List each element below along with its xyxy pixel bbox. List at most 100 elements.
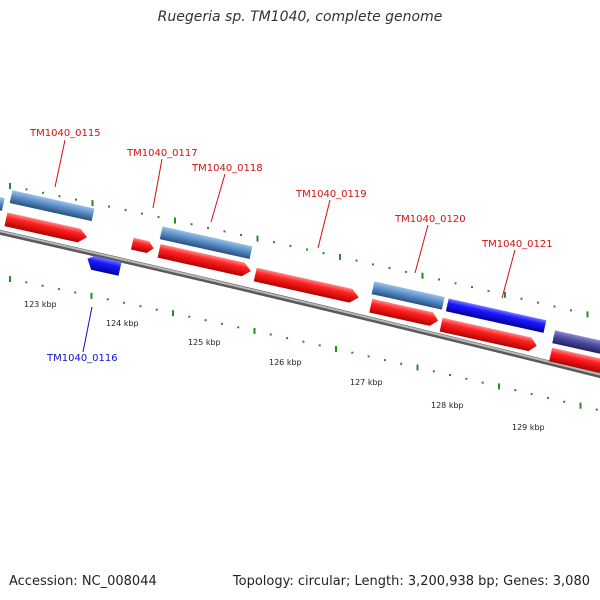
gene-label-0120[interactable]: TM1040_0120 bbox=[394, 214, 466, 225]
scale-minor-tick bbox=[269, 333, 272, 336]
scale-minor-tick bbox=[465, 377, 468, 380]
outer-minor-tick bbox=[471, 286, 473, 289]
scale-minor-tick bbox=[25, 281, 28, 284]
scale-minor-tick bbox=[481, 381, 484, 384]
outer-minor-tick bbox=[207, 226, 209, 229]
scale-major-tick bbox=[253, 327, 256, 334]
gene-tm1040-0121-feature[interactable] bbox=[445, 298, 547, 333]
gene-label-0121[interactable]: TM1040_0121 bbox=[481, 239, 553, 250]
label-leaders bbox=[54, 139, 516, 353]
scale-minor-tick bbox=[139, 305, 142, 308]
outer-minor-tick bbox=[58, 195, 61, 198]
gene-label-0117[interactable]: TM1040_0117 bbox=[126, 148, 198, 159]
gene-label-0118[interactable]: TM1040_0118 bbox=[191, 163, 263, 174]
leader-0120 bbox=[414, 224, 429, 274]
outer-minor-tick bbox=[306, 248, 308, 251]
feature-block-4[interactable] bbox=[371, 281, 445, 310]
outer-major-tick bbox=[9, 183, 11, 189]
feature-block-5[interactable] bbox=[552, 330, 600, 357]
outer-minor-tick bbox=[42, 191, 44, 194]
outer-minor-tick bbox=[487, 290, 490, 292]
outer-minor-tick bbox=[322, 252, 325, 255]
scale-minor-tick bbox=[563, 400, 566, 403]
scale-major-tick bbox=[579, 402, 582, 409]
scale-label-128: 128 kbp bbox=[431, 401, 464, 410]
scale-minor-tick bbox=[530, 393, 533, 396]
forward-gene-track bbox=[4, 212, 600, 375]
outer-major-tick bbox=[174, 217, 176, 224]
outer-minor-tick bbox=[289, 244, 292, 247]
scale-minor-tick bbox=[237, 326, 240, 329]
scale-minor-tick bbox=[74, 291, 77, 294]
outer-minor-tick bbox=[124, 209, 127, 212]
gene-label-0116[interactable]: TM1040_0116 bbox=[46, 353, 118, 364]
scale-minor-tick bbox=[204, 319, 207, 322]
outer-minor-tick bbox=[553, 305, 556, 308]
outer-major-tick bbox=[504, 291, 506, 298]
scale-major-tick bbox=[9, 276, 11, 282]
scale-minor-tick bbox=[57, 288, 60, 291]
outer-major-tick bbox=[586, 311, 589, 318]
scale-minor-tick bbox=[155, 308, 158, 311]
scale-label-129: 129 kbp bbox=[512, 423, 545, 432]
scale-minor-tick bbox=[546, 396, 549, 399]
gene-label-0115[interactable]: TM1040_0115 bbox=[29, 128, 101, 139]
scale-tick-track bbox=[9, 276, 598, 411]
outer-minor-tick bbox=[190, 223, 193, 226]
topology-text: Topology: circular; Length: 3,200,938 bp… bbox=[232, 574, 590, 589]
outer-minor-tick bbox=[223, 230, 226, 233]
feature-block-1[interactable] bbox=[0, 194, 5, 211]
gene-edge-arrow[interactable] bbox=[549, 347, 600, 375]
outer-minor-tick bbox=[438, 278, 440, 281]
gene-tm1040-0119-arrow[interactable] bbox=[253, 267, 361, 305]
outer-minor-tick bbox=[240, 234, 242, 236]
outer-major-tick bbox=[421, 272, 424, 279]
gene-tm1040-0120-arrow[interactable] bbox=[369, 298, 439, 328]
outer-minor-tick bbox=[454, 282, 457, 285]
scale-minor-tick bbox=[302, 340, 305, 343]
scale-minor-tick bbox=[514, 389, 517, 392]
leader-0118 bbox=[210, 173, 226, 223]
scale-minor-tick bbox=[449, 374, 452, 376]
outer-minor-tick bbox=[570, 309, 572, 312]
feature-block-3[interactable] bbox=[159, 226, 253, 260]
outer-minor-tick bbox=[388, 267, 391, 270]
scale-label-125: 125 kbp bbox=[188, 338, 221, 347]
outer-minor-tick bbox=[25, 188, 28, 191]
scale-major-tick bbox=[90, 292, 93, 299]
outer-minor-tick bbox=[372, 263, 374, 266]
map-title: Ruegeria sp. TM1040, complete genome bbox=[157, 9, 443, 25]
feature-block-2[interactable] bbox=[9, 190, 95, 222]
scale-major-tick bbox=[172, 310, 174, 317]
scale-label-126: 126 kbp bbox=[269, 358, 302, 367]
scale-minor-tick bbox=[188, 315, 191, 318]
scale-minor-tick bbox=[220, 322, 223, 325]
gene-tm1040-0116-arrow[interactable] bbox=[85, 255, 122, 276]
gene-small-arrow[interactable] bbox=[130, 237, 155, 254]
gene-tm1040-0121-arrow[interactable] bbox=[439, 317, 539, 353]
gene-tm1040-0118-arrow[interactable] bbox=[157, 243, 253, 278]
scale-minor-tick bbox=[432, 370, 435, 373]
scale-major-tick bbox=[498, 383, 500, 390]
outer-minor-tick bbox=[355, 259, 358, 262]
leader-0117 bbox=[152, 158, 163, 209]
scale-minor-tick bbox=[318, 344, 321, 347]
reverse-gene-track bbox=[85, 255, 122, 276]
scale-minor-tick bbox=[41, 284, 44, 287]
scale-label-124: 124 kbp bbox=[106, 319, 139, 328]
outer-minor-tick bbox=[520, 297, 523, 300]
outer-minor-tick bbox=[108, 205, 110, 208]
scale-minor-tick bbox=[383, 359, 386, 362]
scale-minor-tick bbox=[286, 337, 289, 340]
scale-minor-tick bbox=[595, 408, 598, 411]
gene-labels: TM1040_0115 TM1040_0116 TM1040_0117 TM10… bbox=[29, 128, 553, 364]
scale-minor-tick bbox=[123, 301, 126, 304]
gene-label-0119[interactable]: TM1040_0119 bbox=[295, 189, 367, 200]
outer-minor-tick bbox=[75, 198, 77, 201]
leader-0116 bbox=[82, 306, 93, 353]
gene-tm1040-0115-arrow[interactable] bbox=[4, 212, 88, 245]
outer-minor-tick bbox=[405, 270, 407, 273]
leader-0121 bbox=[501, 249, 516, 299]
scale-major-tick bbox=[416, 364, 419, 371]
